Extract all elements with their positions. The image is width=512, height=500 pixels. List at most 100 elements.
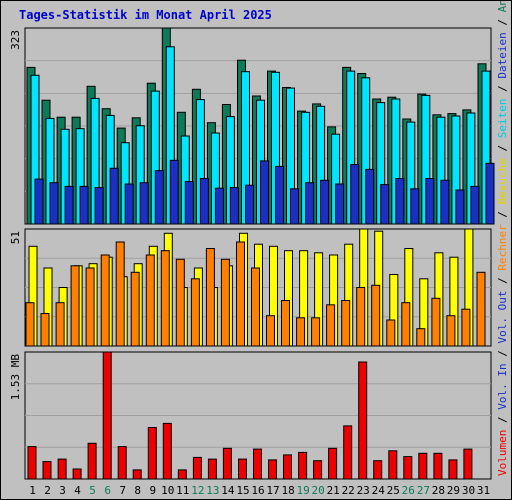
bar-seiten-day-15 <box>245 184 254 225</box>
bar-volumen-day-6 <box>102 351 112 480</box>
x-tick-label: 29 <box>447 484 460 497</box>
bar-rechner-day-11 <box>175 258 185 347</box>
legend-entry: Besuche <box>496 158 509 204</box>
bar-volumen-day-22 <box>343 425 353 480</box>
bar-volumen-day-27 <box>418 452 428 480</box>
bar-volumen-day-12 <box>192 456 202 480</box>
legend-entry: / <box>496 79 509 99</box>
bar-volumen-day-9 <box>147 427 157 480</box>
bar-volumen-day-4 <box>72 468 82 480</box>
bar-volumen-day-25 <box>388 450 398 480</box>
bar-volumen-day-13 <box>207 458 217 480</box>
x-tick-label: 20 <box>311 484 324 497</box>
bar-rechner-day-31 <box>476 271 486 347</box>
bar-seiten-day-27 <box>425 178 435 225</box>
x-tick-label: 25 <box>387 484 400 497</box>
bar-rechner-day-16 <box>251 267 260 347</box>
x-tick-label: 28 <box>432 484 445 497</box>
bar-rechner-day-1 <box>25 302 35 347</box>
x-tick-label: 8 <box>134 484 141 497</box>
x-tick-label: 5 <box>89 484 96 497</box>
bar-volumen-day-19 <box>298 451 308 480</box>
chart-title: Tages-Statistik im Monat April 2025 <box>19 8 272 22</box>
x-tick-label: 27 <box>417 484 430 497</box>
bar-seiten-day-24 <box>380 184 390 225</box>
bar-seiten-day-3 <box>64 185 74 225</box>
bar-seiten-day-5 <box>94 187 104 225</box>
x-tick-label: 23 <box>357 484 370 497</box>
bar-rechner-day-19 <box>296 317 306 347</box>
bar-volumen-day-28 <box>433 452 443 480</box>
bar-seiten-day-28 <box>440 179 450 225</box>
bar-seiten-day-23 <box>365 168 375 225</box>
bar-seiten-day-19 <box>305 182 315 225</box>
x-tick-label: 7 <box>119 484 126 497</box>
bar-seiten-day-26 <box>410 188 420 225</box>
x-tick-label: 9 <box>149 484 156 497</box>
bar-seiten-day-29 <box>455 189 465 225</box>
bar-seiten-day-9 <box>154 170 164 225</box>
legend-entry: Anfragen <box>496 1 509 12</box>
bar-rechner-day-26 <box>401 302 411 347</box>
bar-rechner-day-14 <box>220 258 230 347</box>
legend-entry: / <box>496 410 509 430</box>
bar-rechner-day-12 <box>190 278 200 347</box>
bar-rechner-day-29 <box>446 315 456 347</box>
x-tick-label: 2 <box>44 484 51 497</box>
bar-rechner-day-5 <box>85 267 95 347</box>
bar-rechner-day-27 <box>416 328 426 347</box>
x-tick-label: 22 <box>342 484 355 497</box>
x-tick-label: 17 <box>266 484 279 497</box>
bar-seiten-day-13 <box>214 187 224 225</box>
bar-rechner-day-28 <box>431 297 441 347</box>
legend-entry: / <box>496 138 509 158</box>
x-tick-label: 6 <box>104 484 111 497</box>
bar-volumen-day-10 <box>162 422 172 480</box>
bar-rechner-day-23 <box>356 287 366 347</box>
bar-volumen-day-7 <box>117 446 127 480</box>
x-tick-label: 24 <box>372 484 386 497</box>
x-tick-label: 21 <box>327 484 340 497</box>
y-max-label: 51 <box>9 231 22 244</box>
bar-rechner-day-6 <box>100 254 110 347</box>
bar-rechner-day-3 <box>55 302 65 347</box>
bar-seiten-day-16 <box>260 160 269 225</box>
bar-volumen-day-30 <box>463 448 473 480</box>
bar-rechner-day-8 <box>130 271 140 347</box>
bar-volumen-day-14 <box>222 447 232 480</box>
bar-volumen-day-18 <box>283 454 292 480</box>
legend-entry: Rechner <box>496 224 509 271</box>
x-tick-label: 15 <box>236 484 249 497</box>
x-tick-label: 16 <box>251 484 264 497</box>
x-tick-label: 14 <box>221 484 235 497</box>
x-tick-label: 12 <box>191 484 204 497</box>
bar-rechner-day-20 <box>311 317 321 347</box>
x-tick-label: 13 <box>206 484 219 497</box>
x-tick-label: 1 <box>29 484 36 497</box>
bar-volumen-day-1 <box>27 446 37 480</box>
legend-entry: / <box>496 12 509 32</box>
x-tick-label: 10 <box>161 484 174 497</box>
bar-seiten-day-6 <box>109 167 119 225</box>
bar-rechner-day-7 <box>115 241 125 347</box>
x-tick-label: 30 <box>462 484 475 497</box>
bar-volumen-day-29 <box>448 459 458 480</box>
bar-volumen-day-23 <box>358 361 368 480</box>
bar-seiten-day-18 <box>290 188 299 225</box>
bar-rechner-day-18 <box>281 300 290 347</box>
series-legend: Volumen / Vol. In / Vol. Out / Rechner /… <box>496 1 509 476</box>
bar-rechner-day-30 <box>461 308 471 347</box>
y-max-label: 1.53 MB <box>9 354 22 401</box>
bar-rechner-day-9 <box>145 254 155 347</box>
bar-seiten-day-30 <box>470 185 480 225</box>
bar-seiten-day-1 <box>34 178 44 225</box>
bar-seiten-day-2 <box>49 182 59 225</box>
bar-volumen-day-11 <box>177 469 187 480</box>
bar-rechner-day-13 <box>205 248 215 347</box>
bar-seiten-day-17 <box>275 165 284 225</box>
legend-entry: Vol. In <box>496 363 509 409</box>
bar-seiten-day-31 <box>485 162 495 225</box>
x-tick-label: 4 <box>74 484 81 497</box>
bar-seiten-day-14 <box>229 187 239 225</box>
